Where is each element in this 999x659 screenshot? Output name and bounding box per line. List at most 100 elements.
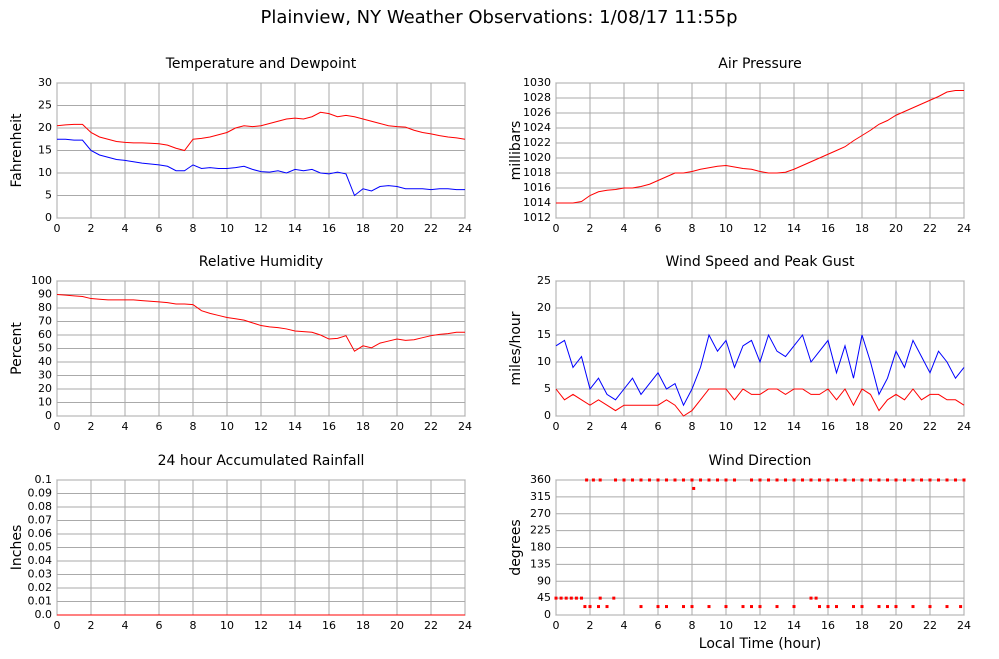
data-point: [962, 478, 966, 482]
y-tick-label: 25: [537, 274, 551, 287]
y-tick-label: 0.06: [28, 527, 53, 540]
data-point: [792, 478, 796, 482]
data-point: [682, 605, 685, 609]
x-tick-label: 2: [88, 222, 95, 235]
data-point: [826, 478, 830, 482]
x-tick-label: 8: [689, 420, 696, 433]
x-tick-label: 4: [122, 420, 129, 433]
x-tick-label: 20: [889, 619, 903, 632]
x-tick-label: 16: [322, 420, 336, 433]
x-tick-label: 10: [220, 222, 234, 235]
y-tick-label: 10: [38, 166, 52, 179]
data-point: [911, 605, 915, 609]
data-point: [574, 596, 578, 600]
x-tick-label: 6: [156, 222, 163, 235]
y-tick-label: 0.02: [28, 581, 53, 594]
x-tick-label: 14: [787, 420, 801, 433]
x-tick-label: 4: [621, 619, 628, 632]
x-tick-label: 24: [458, 420, 472, 433]
x-tick-label: 22: [923, 222, 937, 235]
data-point: [656, 605, 660, 609]
data-point: [809, 596, 813, 600]
data-point: [622, 478, 626, 482]
data-point: [775, 478, 779, 482]
y-tick-label: 15: [38, 144, 52, 157]
x-tick-label: 8: [689, 222, 696, 235]
x-tick-label: 18: [356, 420, 370, 433]
x-tick-label: 14: [288, 420, 302, 433]
x-tick-label: 8: [190, 222, 197, 235]
data-point: [758, 478, 762, 482]
data-line: [555, 388, 965, 417]
data-point: [554, 596, 558, 600]
x-tick-label: 18: [855, 420, 869, 433]
data-point: [928, 605, 932, 609]
y-tick-label: 45: [537, 591, 551, 604]
data-point: [835, 478, 838, 482]
y-tick-label: 20: [537, 301, 551, 314]
x-tick-label: 12: [254, 420, 268, 433]
y-tick-label: 135: [530, 557, 551, 570]
chart-title: Wind Direction: [709, 453, 812, 469]
y-tick-label: 0.03: [28, 568, 53, 581]
data-point: [682, 478, 685, 482]
x-tick-label: 4: [122, 619, 129, 632]
data-point: [894, 478, 898, 482]
data-point: [801, 478, 804, 482]
y-tick-label: 50: [38, 342, 52, 355]
y-tick-label: 1020: [523, 151, 551, 164]
chart-title: Air Pressure: [718, 56, 801, 72]
data-point: [860, 478, 864, 482]
x-tick-label: 16: [821, 619, 835, 632]
y-tick-label: 100: [31, 274, 52, 287]
y-tick-label: 270: [530, 507, 551, 520]
data-point: [894, 605, 898, 609]
data-point: [784, 478, 787, 482]
data-point: [911, 478, 915, 482]
y-tick-label: 0: [544, 608, 551, 621]
y-tick-label: 360: [530, 473, 551, 486]
x-tick-label: 2: [88, 619, 95, 632]
y-axis-label: Inches: [9, 525, 25, 570]
data-point: [758, 605, 762, 609]
x-tick-label: 16: [821, 420, 835, 433]
data-line: [555, 333, 965, 407]
x-tick-label: 0: [54, 619, 61, 632]
data-point: [673, 478, 677, 482]
x-tick-label: 0: [54, 420, 61, 433]
data-point: [707, 605, 711, 609]
x-tick-label: 6: [655, 420, 662, 433]
x-tick-label: 14: [288, 619, 302, 632]
x-axis-label: Local Time (hour): [699, 636, 821, 652]
x-tick-label: 6: [156, 420, 163, 433]
x-tick-label: 10: [220, 420, 234, 433]
x-tick-label: 24: [458, 222, 472, 235]
data-point: [750, 605, 753, 609]
page-title: Plainview, NY Weather Observations: 1/08…: [260, 7, 737, 28]
x-tick-label: 24: [458, 619, 472, 632]
x-tick-label: 18: [855, 619, 869, 632]
data-point: [835, 605, 838, 609]
data-point: [928, 478, 932, 482]
y-tick-label: 20: [38, 121, 52, 134]
data-point: [559, 596, 563, 600]
x-tick-label: 0: [553, 619, 560, 632]
data-line: [56, 111, 466, 152]
data-point: [665, 605, 668, 609]
data-point: [583, 605, 587, 609]
data-point: [945, 478, 949, 482]
x-tick-label: 20: [390, 619, 404, 632]
x-tick-label: 12: [254, 619, 268, 632]
y-axis-label: Fahrenheit: [9, 113, 25, 188]
y-tick-label: 0: [45, 409, 52, 422]
y-tick-label: 1028: [523, 91, 551, 104]
y-tick-label: 225: [530, 524, 551, 537]
x-tick-label: 4: [122, 222, 129, 235]
y-tick-label: 180: [530, 541, 551, 554]
data-point: [631, 478, 634, 482]
data-point: [750, 478, 753, 482]
data-point: [733, 478, 736, 482]
data-point: [605, 605, 609, 609]
x-tick-label: 14: [787, 222, 801, 235]
data-point: [569, 596, 573, 600]
